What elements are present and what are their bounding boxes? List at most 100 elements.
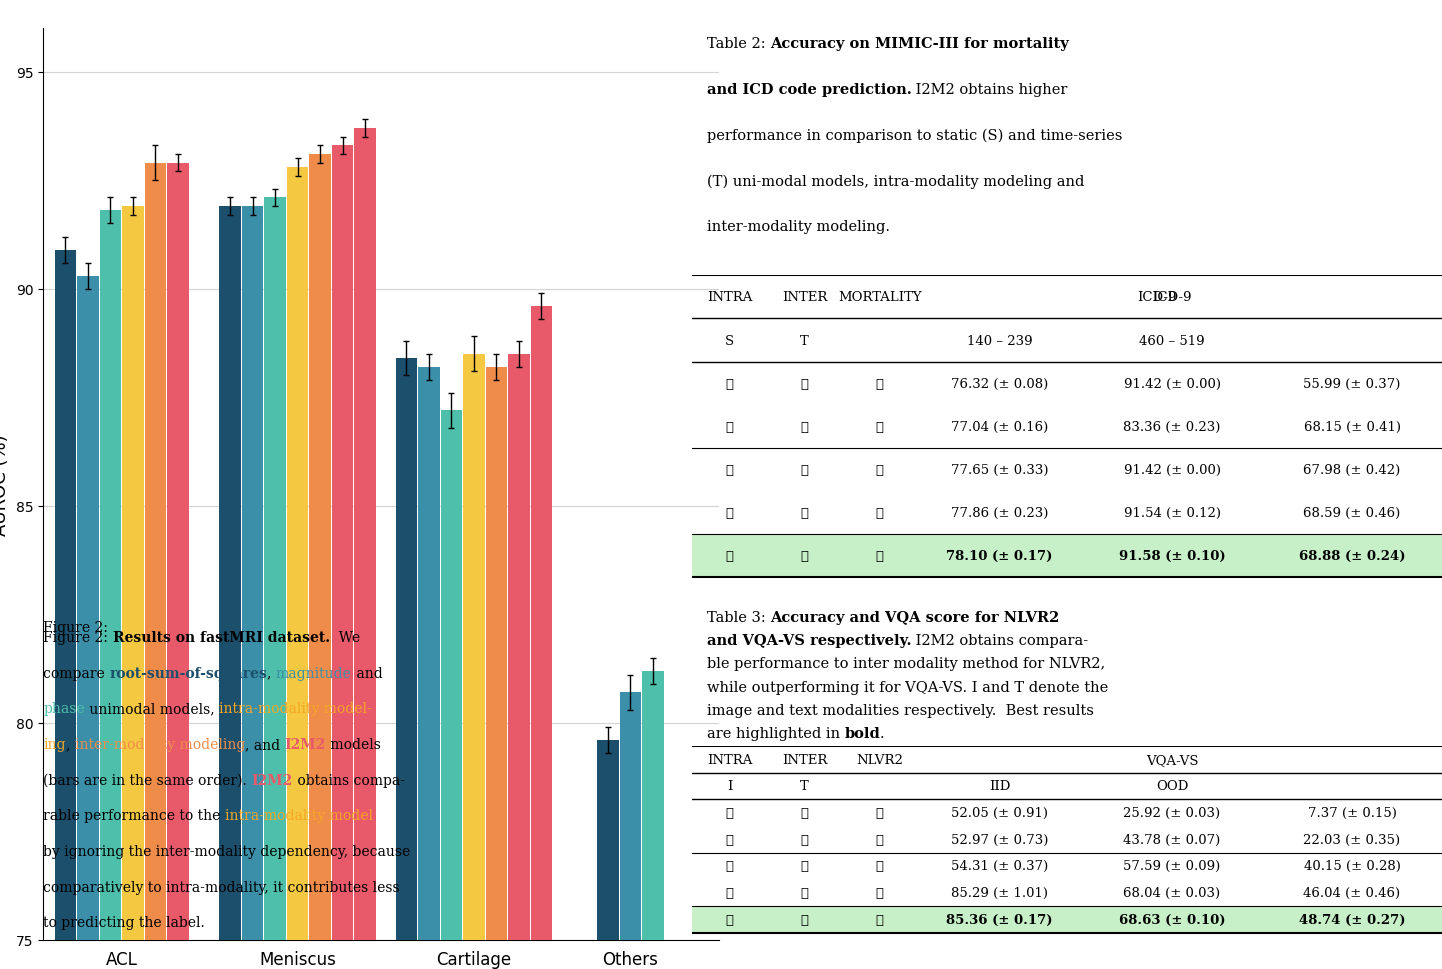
Text: ✓: ✓ xyxy=(875,549,884,562)
Text: bold: bold xyxy=(845,727,880,740)
Text: 52.97 (± 0.73): 52.97 (± 0.73) xyxy=(950,833,1048,846)
Bar xyxy=(486,367,508,940)
Bar xyxy=(642,671,663,940)
Text: Accuracy and VQA score for NLVR2: Accuracy and VQA score for NLVR2 xyxy=(770,610,1060,624)
Bar xyxy=(123,207,144,940)
Text: models: models xyxy=(326,737,381,751)
Bar xyxy=(219,207,241,940)
Text: S: S xyxy=(725,334,734,347)
Text: 68.88 (± 0.24): 68.88 (± 0.24) xyxy=(1299,549,1406,562)
Text: ing: ing xyxy=(43,737,66,751)
Text: ✗: ✗ xyxy=(875,421,884,433)
Bar xyxy=(620,693,642,940)
Text: ✓: ✓ xyxy=(725,806,734,819)
Bar xyxy=(264,199,286,940)
Text: performance in comparison to static (S) and time-series: performance in comparison to static (S) … xyxy=(707,129,1122,142)
Text: Table 2:: Table 2: xyxy=(707,37,770,51)
Bar xyxy=(463,355,485,940)
Text: 68.59 (± 0.46): 68.59 (± 0.46) xyxy=(1304,506,1400,519)
Text: ✓: ✓ xyxy=(800,913,809,925)
Text: 91.58 (± 0.10): 91.58 (± 0.10) xyxy=(1119,549,1226,562)
Bar xyxy=(242,207,264,940)
Text: intra-modality model: intra-modality model xyxy=(225,808,373,823)
Text: I2M2 obtains compara-: I2M2 obtains compara- xyxy=(911,634,1089,647)
Text: ✓: ✓ xyxy=(725,913,734,925)
Text: ✓: ✓ xyxy=(800,549,809,562)
Text: 68.04 (± 0.03): 68.04 (± 0.03) xyxy=(1123,887,1220,899)
Text: 83.36 (± 0.23): 83.36 (± 0.23) xyxy=(1123,421,1221,433)
Text: ✗: ✗ xyxy=(725,421,734,433)
Text: ,: , xyxy=(66,737,75,751)
Text: 91.42 (± 0.00): 91.42 (± 0.00) xyxy=(1123,463,1220,476)
Text: 22.03 (± 0.35): 22.03 (± 0.35) xyxy=(1304,833,1400,846)
Text: root-sum-of-squares: root-sum-of-squares xyxy=(110,666,267,680)
Text: IID: IID xyxy=(989,780,1011,793)
Text: 91.54 (± 0.12): 91.54 (± 0.12) xyxy=(1123,506,1220,519)
Text: Figure 2:: Figure 2: xyxy=(43,631,112,644)
Text: and VQA-VS respectively.: and VQA-VS respectively. xyxy=(707,634,911,647)
Text: I2M2: I2M2 xyxy=(251,773,293,787)
Text: ✓: ✓ xyxy=(800,421,809,433)
Text: ✓: ✓ xyxy=(725,463,734,476)
Text: T: T xyxy=(800,334,809,347)
Text: NLVR2: NLVR2 xyxy=(857,753,903,766)
Text: ✓: ✓ xyxy=(800,860,809,872)
Y-axis label: AUROC (%): AUROC (%) xyxy=(0,434,10,535)
Bar xyxy=(508,355,529,940)
Text: ✓: ✓ xyxy=(800,463,809,476)
Text: obtains compa-: obtains compa- xyxy=(293,773,405,787)
FancyBboxPatch shape xyxy=(692,534,1442,578)
Text: ✗: ✗ xyxy=(725,833,734,846)
Text: I2M2 obtains higher: I2M2 obtains higher xyxy=(911,82,1067,97)
Text: 7.37 (± 0.15): 7.37 (± 0.15) xyxy=(1308,806,1396,819)
Text: and: and xyxy=(352,666,382,680)
Text: ✗: ✗ xyxy=(875,860,884,872)
Text: 77.86 (± 0.23): 77.86 (± 0.23) xyxy=(950,506,1048,519)
Text: ✓: ✓ xyxy=(800,833,809,846)
Text: inter-modality modeling.: inter-modality modeling. xyxy=(707,220,890,234)
Text: ✓: ✓ xyxy=(725,860,734,872)
Text: 76.32 (± 0.08): 76.32 (± 0.08) xyxy=(950,377,1048,391)
Text: 85.36 (± 0.17): 85.36 (± 0.17) xyxy=(946,913,1053,925)
Text: 68.15 (± 0.41): 68.15 (± 0.41) xyxy=(1304,421,1400,433)
Text: INTRA: INTRA xyxy=(707,753,753,766)
Text: ✓: ✓ xyxy=(875,913,884,925)
Text: I2M2: I2M2 xyxy=(284,737,326,751)
Text: compare: compare xyxy=(43,666,110,680)
Text: intra-modality model-: intra-modality model- xyxy=(219,702,372,715)
Text: phase: phase xyxy=(43,702,85,715)
Text: Table 3:: Table 3: xyxy=(707,610,770,624)
Text: .: . xyxy=(880,727,885,740)
Text: ✓: ✓ xyxy=(725,549,734,562)
Text: 48.74 (± 0.27): 48.74 (± 0.27) xyxy=(1299,913,1406,925)
Text: 460 – 519: 460 – 519 xyxy=(1139,334,1206,347)
Text: 85.29 (± 1.01): 85.29 (± 1.01) xyxy=(952,887,1048,899)
Text: ✗: ✗ xyxy=(875,806,884,819)
Bar xyxy=(287,168,309,940)
Text: Figure 2:: Figure 2: xyxy=(43,620,108,634)
Text: 25.92 (± 0.03): 25.92 (± 0.03) xyxy=(1123,806,1220,819)
Bar xyxy=(395,359,417,940)
Text: 55.99 (± 0.37): 55.99 (± 0.37) xyxy=(1304,377,1400,391)
Text: 77.04 (± 0.16): 77.04 (± 0.16) xyxy=(950,421,1048,433)
Text: I: I xyxy=(727,780,733,793)
Text: inter-modality modeling: inter-modality modeling xyxy=(75,737,245,751)
Text: 43.78 (± 0.07): 43.78 (± 0.07) xyxy=(1123,833,1221,846)
Bar xyxy=(332,146,353,940)
Text: ICD-9: ICD-9 xyxy=(1152,291,1191,304)
Bar xyxy=(310,155,332,940)
Text: ✗: ✗ xyxy=(800,887,809,899)
Bar xyxy=(76,276,98,940)
Text: 91.42 (± 0.00): 91.42 (± 0.00) xyxy=(1123,377,1220,391)
Bar xyxy=(167,164,189,940)
Text: 140 – 239: 140 – 239 xyxy=(966,334,1032,347)
Text: (T) uni-modal models, intra-modality modeling and: (T) uni-modal models, intra-modality mod… xyxy=(707,174,1084,189)
Text: 67.98 (± 0.42): 67.98 (± 0.42) xyxy=(1304,463,1400,476)
Text: We: We xyxy=(330,631,359,644)
Text: VQA-VS: VQA-VS xyxy=(1146,753,1198,766)
Text: Results on fastMRI dataset.: Results on fastMRI dataset. xyxy=(112,631,330,644)
Text: 54.31 (± 0.37): 54.31 (± 0.37) xyxy=(950,860,1048,872)
Text: 57.59 (± 0.09): 57.59 (± 0.09) xyxy=(1123,860,1221,872)
Text: ✗: ✗ xyxy=(875,377,884,391)
Text: ✗: ✗ xyxy=(725,506,734,519)
